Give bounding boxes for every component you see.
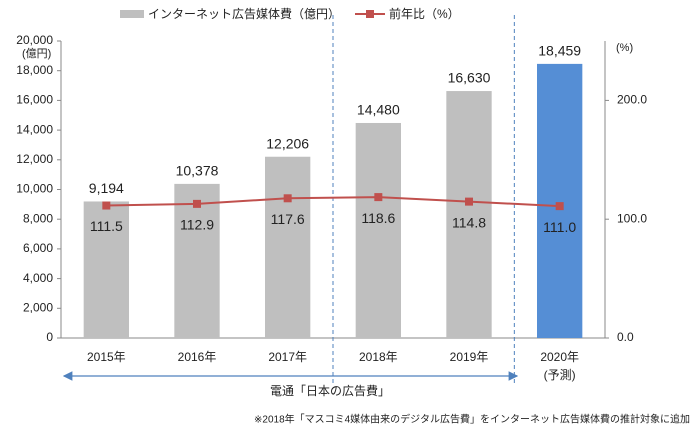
legend-label: 前年比（%） (389, 6, 460, 21)
bar-label: 18,459 (538, 43, 581, 59)
bar (355, 122, 401, 338)
y-tick-label: 18,000 (16, 63, 53, 77)
y-tick-label: 2,000 (23, 300, 53, 314)
x-tick-label: 2018年 (359, 350, 398, 364)
line (106, 196, 560, 208)
y2-tick-label: 200.0 (617, 93, 647, 107)
line-label: 114.8 (452, 214, 486, 230)
bar (174, 183, 220, 338)
legend-swatch (120, 10, 144, 18)
line-label: 117.6 (271, 211, 305, 227)
legend-swatch (366, 10, 374, 18)
y-tick-label: 0 (46, 330, 53, 344)
legend-label: インターネット広告媒体費（億円） (148, 6, 340, 21)
line-marker (555, 202, 564, 211)
category-note: (予測) (544, 368, 576, 382)
y-tick-label: 8,000 (23, 211, 53, 225)
x-tick-label: 2015年 (87, 350, 126, 364)
y-tick-label: 4,000 (23, 271, 53, 285)
x-tick-label: 2019年 (450, 350, 489, 364)
bar-label: 14,480 (357, 102, 400, 118)
line-label: 111.0 (543, 219, 576, 235)
y-tick-label: 6,000 (23, 241, 53, 255)
bar-label: 16,630 (448, 70, 491, 86)
y-tick-label: 10,000 (16, 182, 53, 196)
line-marker (102, 201, 111, 210)
line-label: 111.5 (90, 218, 123, 234)
x-tick-label: 2016年 (178, 350, 217, 364)
line-marker (374, 193, 383, 202)
line-label: 118.6 (361, 210, 395, 226)
line-marker (283, 194, 292, 203)
bar-label: 12,206 (266, 135, 309, 151)
bar (83, 201, 129, 338)
y2-tick-label: 100.0 (617, 211, 647, 225)
y-tick-label: 20,000 (16, 33, 53, 47)
y-unit: (億円) (22, 47, 51, 60)
bar (265, 156, 311, 338)
y-tick-label: 14,000 (16, 122, 53, 136)
footnote: ※2018年「マスコミ4媒体由来のデジタル広告費」をインターネット広告媒体費の推… (254, 413, 690, 426)
bar-label: 9,194 (89, 180, 124, 196)
y2-tick-label: 0.0 (617, 330, 634, 344)
bar (537, 63, 583, 338)
bar (446, 91, 492, 339)
x-tick-label: 2017年 (268, 350, 307, 364)
line-marker (465, 197, 473, 206)
x-tick-label: 2020年 (540, 350, 579, 364)
bar-label: 10,378 (176, 163, 219, 179)
y-tick-label: 16,000 (16, 93, 53, 107)
line-marker (193, 199, 201, 208)
y-tick-label: 12,000 (16, 152, 53, 166)
y2-unit: (%) (616, 42, 633, 54)
line-label: 112.9 (180, 217, 214, 233)
source-label: 電通「日本の広告費」 (270, 383, 390, 398)
